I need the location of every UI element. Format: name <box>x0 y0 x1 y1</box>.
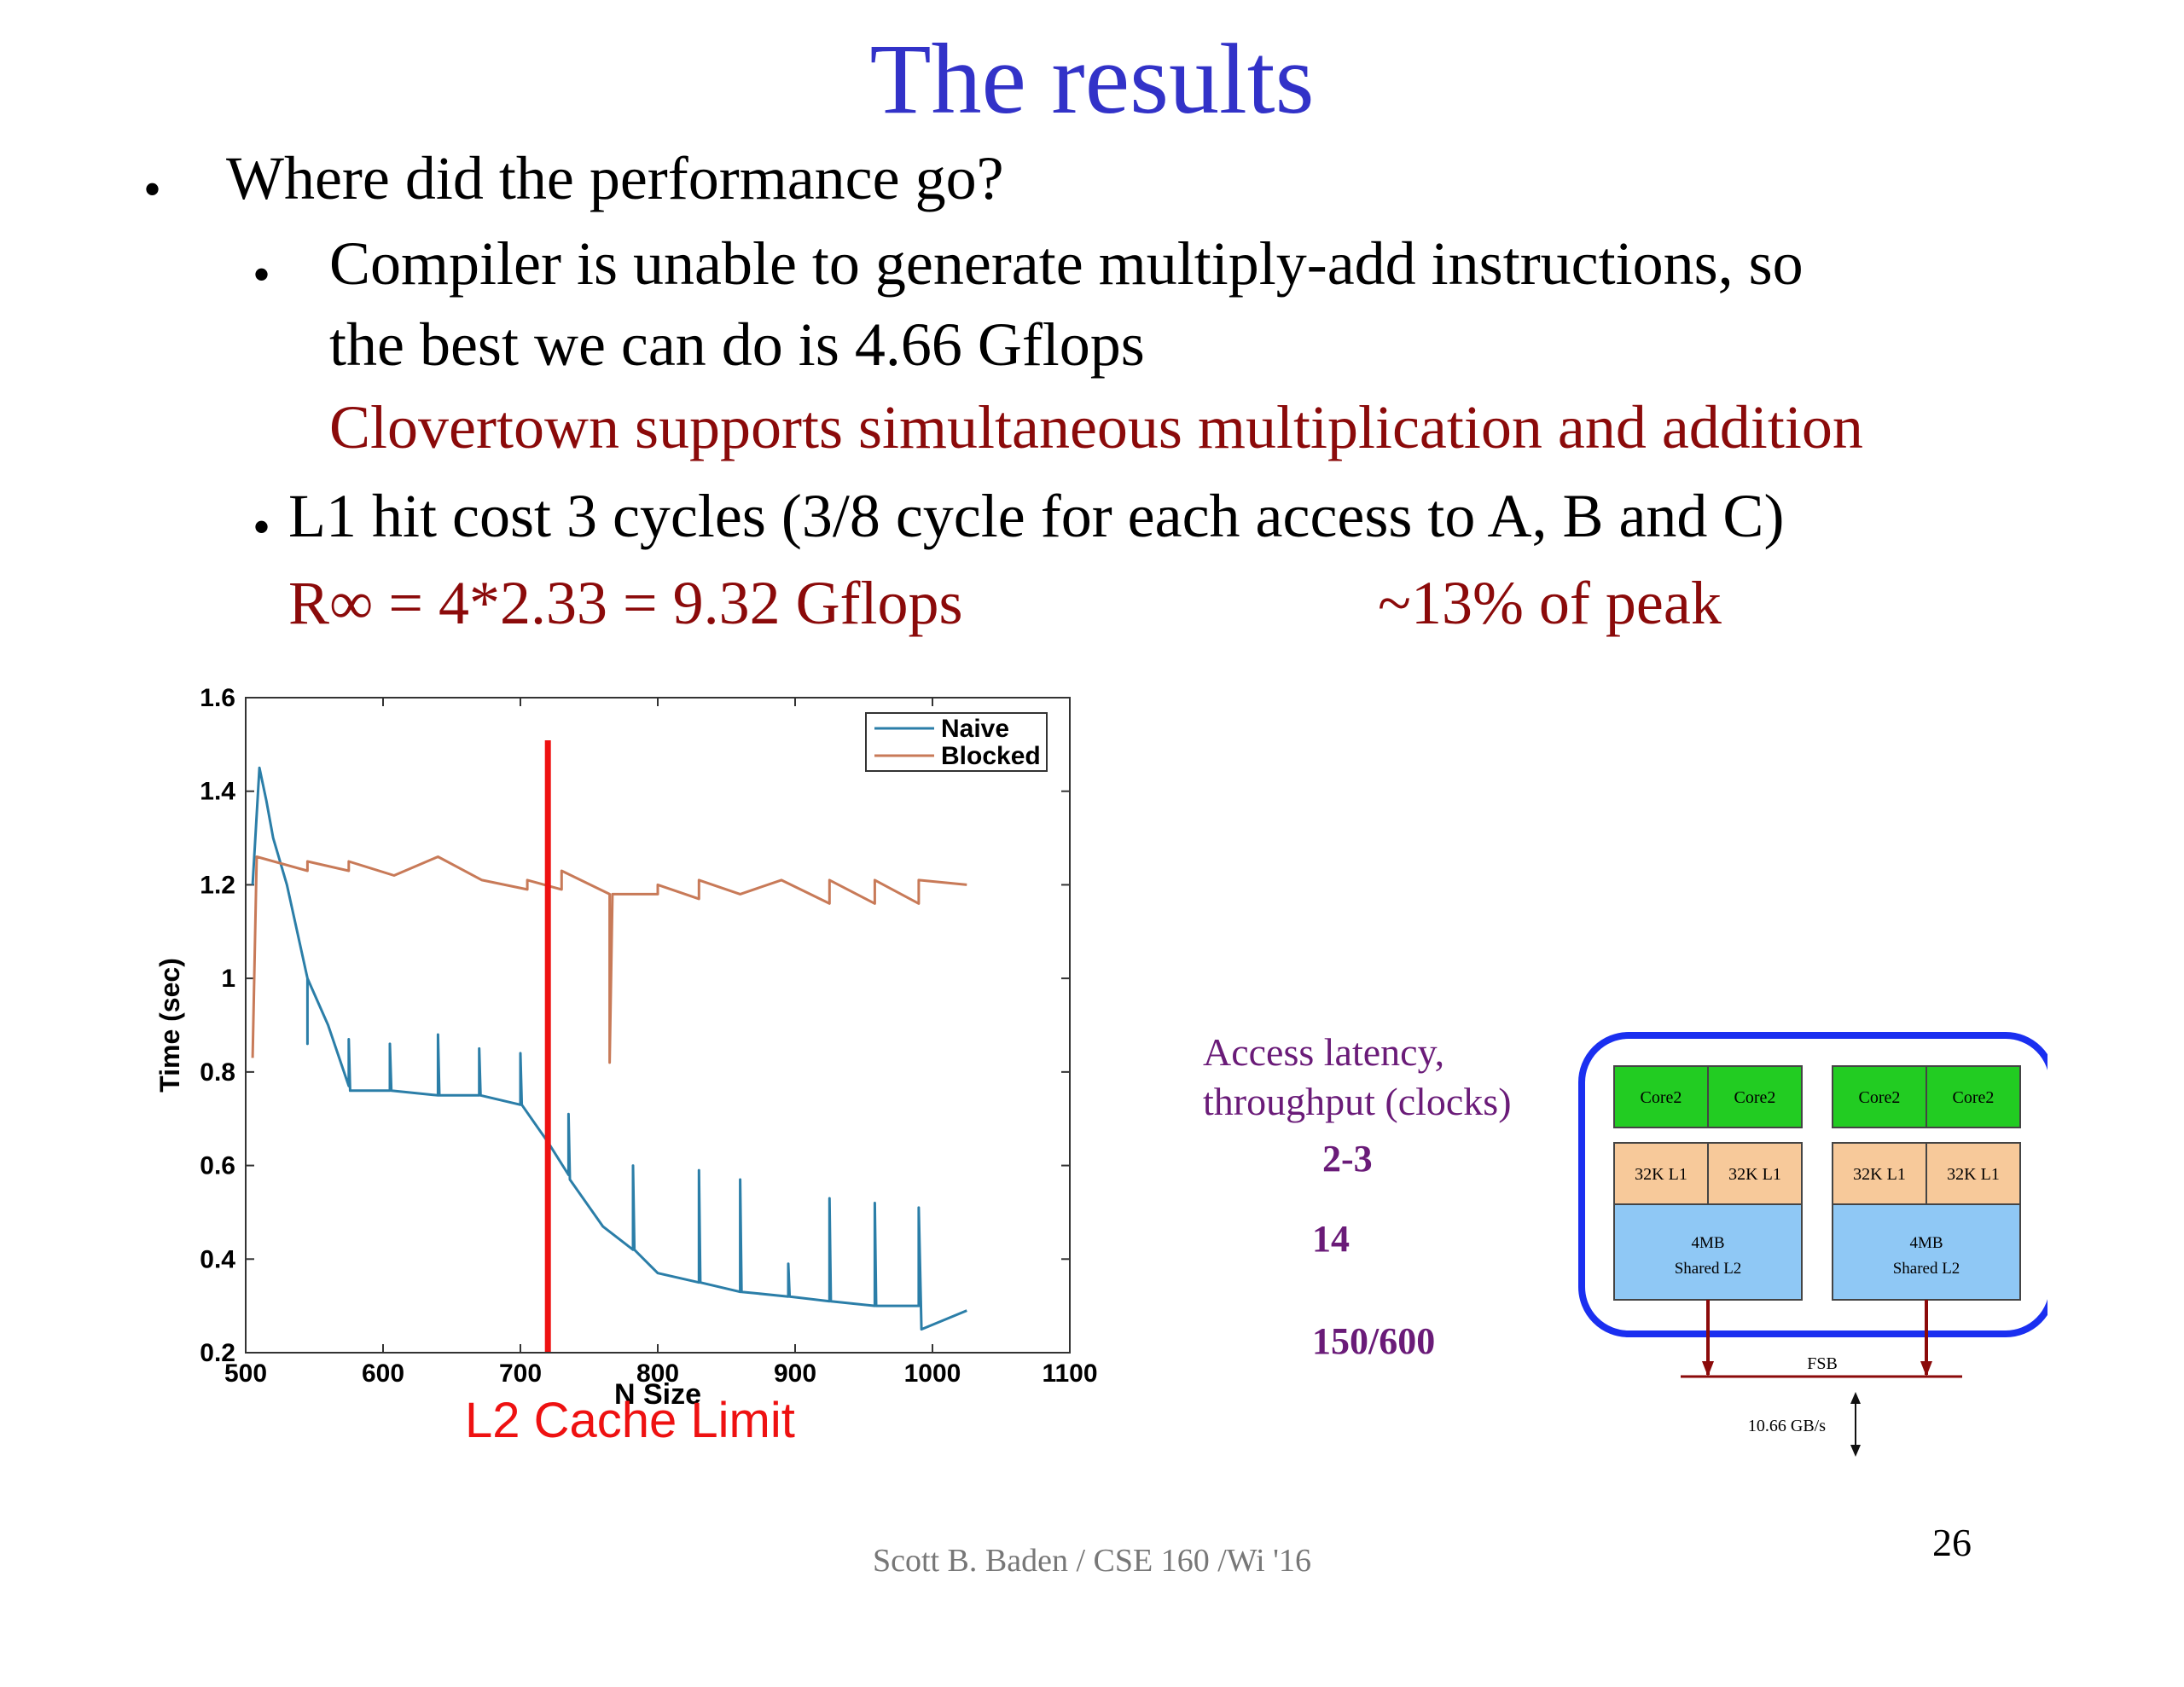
subbullet-compiler-cont: the best we can do is 4.66 Gflops <box>329 310 1145 379</box>
core-block <box>1707 1065 1803 1128</box>
y-axis-label: Time (sec) <box>154 958 185 1093</box>
l1-label: 32K L1 <box>1728 1165 1781 1184</box>
clovertown-diagram: Core2 Core2 32K L1 32K L1 4MB Shared L2 … <box>1578 1032 2048 1457</box>
core-block <box>1613 1065 1709 1128</box>
chart-legend: Naive Blocked <box>865 712 1048 772</box>
x-tick-label: 1000 <box>904 1359 961 1388</box>
x-tick-label: 800 <box>636 1359 679 1388</box>
processor-right: Core2 Core2 32K L1 32K L1 4MB Shared L2 <box>1832 1065 2021 1301</box>
l1-block <box>1926 1142 2021 1205</box>
subbullet-l1-cost: L1 hit cost 3 cycles (3/8 cycle for each… <box>288 482 1785 550</box>
legend-box <box>865 712 1048 772</box>
chip-frame <box>1578 1032 2048 1337</box>
latency-label-line2: throughput (clocks) <box>1203 1080 1512 1123</box>
y-tick-label: 1 <box>221 965 235 993</box>
y-tick-label: 0.2 <box>200 1339 235 1367</box>
legend-label-naive: Naive <box>941 715 1009 743</box>
rinf-formula: R∞ = 4*2.33 = 9.32 Gflops <box>288 569 963 637</box>
l2-cache-limit-label: L2 Cache Limit <box>465 1393 795 1448</box>
l2-shared-label: Shared L2 <box>1893 1260 1960 1278</box>
timing-chart: 500 600 700 800 900 1000 1100 0.2 0.4 0.6 0.8 1 1.2 1… <box>154 684 1098 1448</box>
fsb-label: FSB <box>1807 1354 1838 1373</box>
fsb-arrowhead-right <box>1920 1361 1932 1377</box>
fsb-arrowhead-left <box>1702 1361 1714 1377</box>
l2-size-label: 4MB <box>1909 1234 1943 1252</box>
bandwidth-label: 10.66 GB/s <box>1748 1417 1826 1435</box>
series-line-blocked <box>251 855 967 1064</box>
core-label: Core2 <box>1859 1088 1901 1107</box>
latency-l2: 14 <box>1312 1218 1350 1260</box>
bullet-dot: • <box>143 161 162 217</box>
bullet-main: Where did the performance go? <box>226 144 1004 212</box>
l1-label: 32K L1 <box>1635 1165 1687 1184</box>
y-tick-label: 0.8 <box>200 1058 235 1087</box>
page-number: 26 <box>1932 1521 1972 1564</box>
latency-l1: 2-3 <box>1322 1138 1373 1180</box>
y-tick-label: 1.2 <box>200 871 235 899</box>
x-tick-label: 500 <box>224 1359 267 1388</box>
peak-percentage: ~13% of peak <box>1378 569 1722 637</box>
x-axis-label: N Size <box>614 1378 701 1411</box>
slide-title: The results <box>869 23 1315 135</box>
l1-block <box>1832 1142 1927 1205</box>
subbullet-compiler: Compiler is unable to generate multiply-… <box>329 229 1804 298</box>
processor-left: Core2 Core2 32K L1 32K L1 4MB Shared L2 <box>1613 1065 1803 1301</box>
latency-memory: 150/600 <box>1312 1320 1436 1362</box>
bullet-dot: • <box>253 246 271 303</box>
l2-shared-label: Shared L2 <box>1675 1260 1742 1278</box>
l1-block <box>1707 1142 1803 1205</box>
latency-label-line1: Access latency, <box>1203 1030 1445 1074</box>
x-tick-label: 1100 <box>1042 1359 1097 1388</box>
l2-size-label: 4MB <box>1691 1234 1724 1252</box>
core-block <box>1832 1065 1927 1128</box>
y-tick-label: 0.6 <box>200 1152 235 1180</box>
l2-block <box>1613 1203 1803 1301</box>
x-tick-label: 600 <box>362 1359 404 1388</box>
core-label: Core2 <box>1641 1088 1682 1107</box>
bandwidth-arrowhead-up <box>1850 1392 1861 1404</box>
footer-credit: Scott B. Baden / CSE 160 /Wi '16 <box>872 1543 1312 1579</box>
l1-block <box>1613 1142 1709 1205</box>
clovertown-note: Clovertown supports simultaneous multipl… <box>329 393 1863 461</box>
core-block <box>1926 1065 2021 1128</box>
plot-frame <box>245 697 1071 1354</box>
latency-panel: Access latency, throughput (clocks) 2-3 … <box>1203 1028 1512 1362</box>
y-tick-label: 1.6 <box>200 684 235 712</box>
plot-background <box>246 698 1070 1353</box>
bandwidth-arrowhead-down <box>1850 1445 1861 1457</box>
l1-label: 32K L1 <box>1853 1165 1906 1184</box>
l2-block <box>1832 1203 2021 1301</box>
x-tick-label: 900 <box>774 1359 816 1388</box>
bullet-dot: • <box>253 499 271 555</box>
core-label: Core2 <box>1734 1088 1776 1107</box>
core-label: Core2 <box>1953 1088 1995 1107</box>
l1-label: 32K L1 <box>1947 1165 2000 1184</box>
x-tick-label: 700 <box>499 1359 542 1388</box>
y-tick-label: 0.4 <box>200 1245 235 1273</box>
series-line-naive <box>251 766 967 1331</box>
y-tick-label: 1.4 <box>200 778 235 806</box>
legend-label-blocked: Blocked <box>941 742 1041 770</box>
